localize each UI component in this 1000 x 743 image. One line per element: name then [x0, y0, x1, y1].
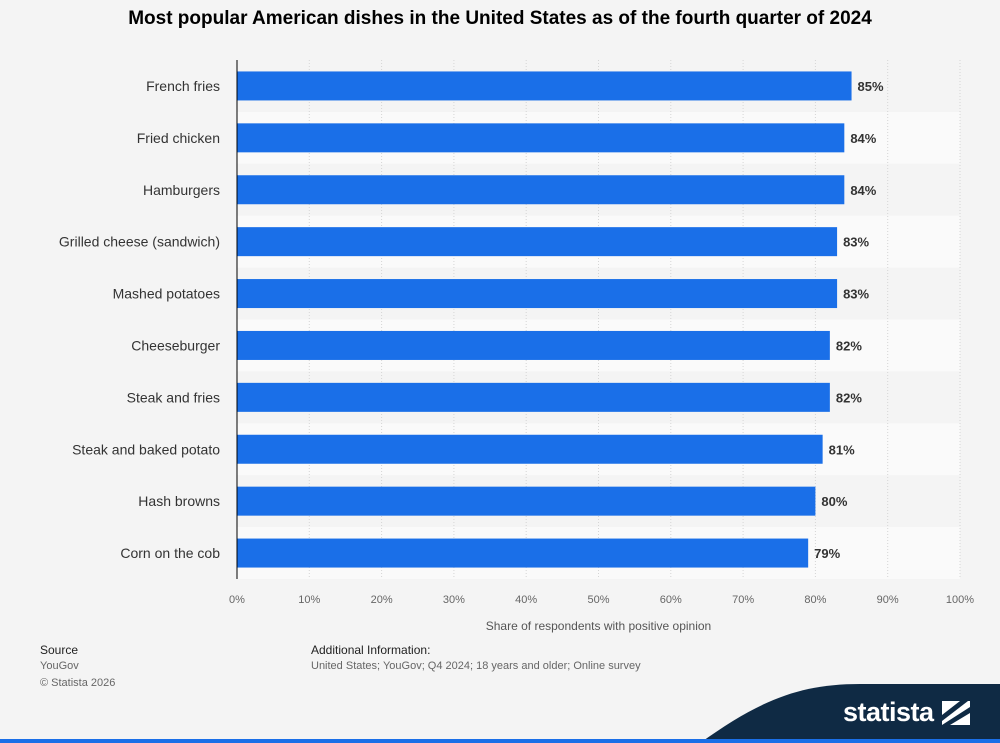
value-label: 82% [836, 390, 862, 405]
category-label: Fried chicken [137, 130, 220, 146]
x-tick-label: 0% [229, 594, 245, 606]
x-tick-label: 30% [443, 594, 465, 606]
category-label: Mashed potatoes [113, 286, 220, 302]
bar [237, 123, 845, 153]
value-label: 84% [850, 183, 876, 198]
x-axis-title: Share of respondents with positive opini… [486, 619, 711, 633]
statista-logo[interactable]: statista [843, 697, 970, 728]
source-value: YouGov [40, 660, 79, 672]
category-label: Hash browns [138, 493, 220, 509]
copyright: © Statista 2026 [40, 677, 116, 689]
category-label: Hamburgers [143, 182, 220, 198]
x-tick-label: 80% [804, 594, 826, 606]
bar [237, 434, 823, 464]
bar [237, 330, 830, 360]
x-tick-label: 10% [298, 594, 320, 606]
x-tick-label: 50% [587, 594, 609, 606]
value-label: 81% [829, 442, 855, 457]
bar [237, 382, 830, 412]
additional-info-label: Additional Information: [311, 643, 431, 657]
bar [237, 538, 809, 568]
x-tick-label: 90% [877, 594, 899, 606]
bar [237, 486, 816, 516]
brand-bottom-line [0, 739, 1000, 743]
category-label: Grilled cheese (sandwich) [59, 234, 220, 250]
additional-info-value: United States; YouGov; Q4 2024; 18 years… [311, 660, 641, 672]
x-tick-label: 40% [515, 594, 537, 606]
x-tick-label: 100% [946, 594, 974, 606]
bar [237, 71, 852, 101]
value-label: 84% [850, 131, 876, 146]
x-tick-label: 70% [732, 594, 754, 606]
value-label: 79% [814, 546, 840, 561]
statista-wordmark: statista [843, 697, 934, 727]
category-label: Steak and baked potato [72, 441, 220, 457]
value-label: 82% [836, 338, 862, 353]
bar [237, 279, 838, 309]
category-label: French fries [146, 78, 220, 94]
category-label: Steak and fries [127, 389, 220, 405]
chart-title: Most popular American dishes in the Unit… [128, 8, 872, 29]
value-label: 85% [858, 79, 884, 94]
bar [237, 227, 838, 257]
brand-wave-dark [700, 684, 1000, 743]
value-label: 83% [843, 235, 869, 250]
x-tick-label: 60% [660, 594, 682, 606]
category-label: Corn on the cob [120, 545, 220, 561]
value-label: 80% [821, 494, 847, 509]
x-tick-label: 20% [371, 594, 393, 606]
statista-logo-icon [941, 700, 970, 725]
category-label: Cheeseburger [131, 337, 220, 353]
source-label: Source [40, 643, 79, 657]
bar [237, 175, 845, 205]
value-label: 83% [843, 287, 869, 302]
